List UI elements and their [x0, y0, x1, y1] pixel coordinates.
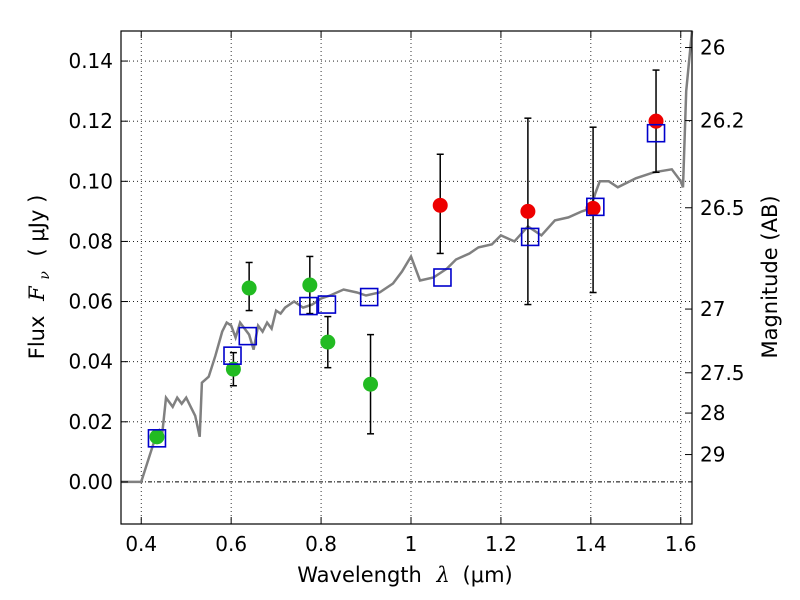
y2-tick-label: 27 — [700, 297, 725, 321]
model-box — [433, 268, 452, 287]
x-tick-label: 1.2 — [485, 532, 517, 556]
model-box — [147, 429, 167, 448]
red-point — [585, 200, 601, 216]
plot-frame — [120, 30, 693, 525]
x-label-unit: (μm) — [463, 563, 513, 587]
x-tick-label: 0.6 — [215, 532, 247, 556]
y-tick-label: 0.04 — [68, 350, 113, 374]
model-box — [223, 346, 242, 365]
x-label-prefix: Wavelength — [297, 563, 422, 587]
y2-tick-label: 26 — [700, 36, 725, 60]
model-box — [317, 295, 337, 314]
y-tick-label: 0.00 — [68, 470, 113, 494]
model-spectrum-line — [121, 30, 694, 484]
x-tick-label: 1.4 — [575, 532, 607, 556]
x-tick-label: 1.6 — [665, 532, 697, 556]
red-point — [432, 197, 448, 213]
y-label-sub: ν — [37, 271, 53, 280]
y2-axis: 26 26.2 26.5 27 27.5 28 29 — [685, 36, 745, 467]
plot-area — [121, 30, 694, 484]
y-tick-label: 0.14 — [68, 49, 113, 73]
x-axis-label: Wavelength λ (μm) — [297, 563, 512, 587]
y-tick-label: 0.02 — [68, 410, 113, 434]
green-point — [149, 429, 165, 445]
model-box — [238, 326, 258, 346]
y-tick-label: 0.12 — [68, 109, 113, 133]
y2-tick-label: 26.2 — [700, 109, 745, 133]
y-axis: 0.00 0.02 0.04 0.06 0.08 0.10 0.12 0.14 — [68, 49, 128, 494]
y2-tick-label: 26.5 — [700, 196, 745, 220]
green-point — [225, 361, 241, 377]
y2-axis-label: Magnitude (AB) — [758, 195, 782, 358]
red-point — [520, 203, 536, 219]
green-point — [241, 280, 257, 296]
model-box — [520, 227, 540, 247]
y-label-var: F — [25, 285, 49, 302]
red-point — [648, 113, 664, 129]
model-box — [646, 123, 666, 143]
y-label-unit: ( μJy ) — [25, 195, 49, 257]
y-axis-label: Flux F ν ( μJy ) — [25, 195, 54, 360]
y2-tick-label: 29 — [700, 443, 725, 467]
x-tick-label: 0.4 — [125, 532, 157, 556]
grid-lines — [121, 31, 692, 524]
y2-tick-label: 28 — [700, 401, 725, 425]
model-box — [359, 287, 379, 307]
y2-tick-label: 27.5 — [700, 361, 745, 385]
green-point — [320, 334, 336, 350]
y-tick-label: 0.06 — [68, 290, 113, 314]
y-tick-label: 0.08 — [68, 229, 113, 253]
model-box — [299, 296, 318, 316]
x-axis: 0.4 0.6 0.8 1 1.2 1.4 1.6 — [125, 31, 697, 556]
x-tick-label: 0.8 — [305, 532, 337, 556]
x-label-var: λ — [436, 563, 450, 587]
y-label-prefix: Flux — [25, 316, 49, 360]
y-tick-label: 0.10 — [68, 169, 113, 193]
x-tick-label: 1 — [405, 532, 418, 556]
model-box — [586, 197, 605, 217]
green-point — [363, 376, 379, 392]
green-point — [302, 277, 318, 293]
